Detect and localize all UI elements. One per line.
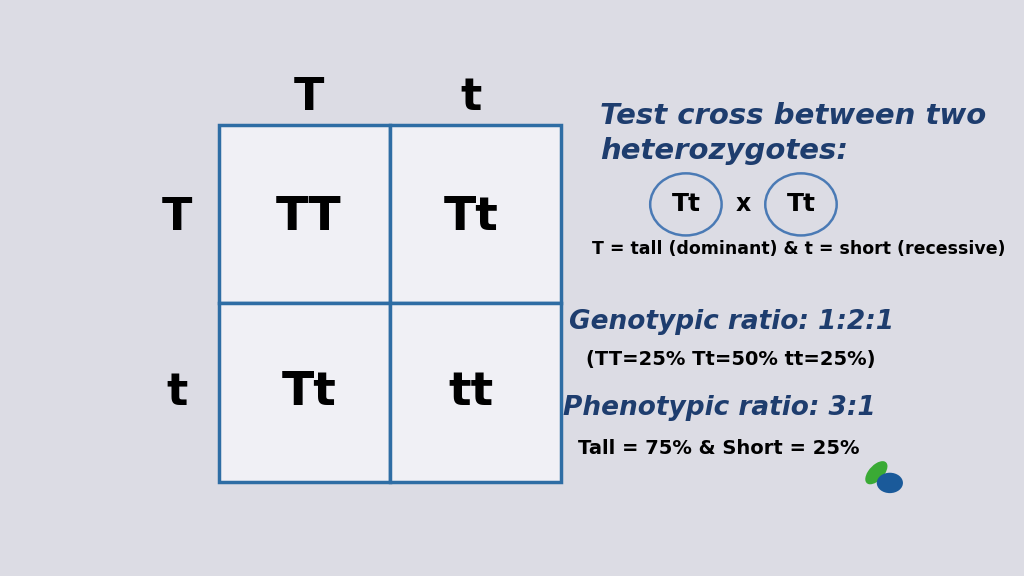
Text: t: t (167, 372, 187, 414)
Text: Phenotypic ratio: 3:1: Phenotypic ratio: 3:1 (563, 395, 876, 422)
Text: Tt: Tt (282, 370, 336, 415)
Text: x: x (735, 192, 751, 217)
Ellipse shape (650, 173, 722, 236)
Text: TT: TT (276, 195, 342, 240)
Bar (219, 124, 390, 303)
Text: Tall = 75% & Short = 25%: Tall = 75% & Short = 25% (579, 439, 860, 458)
Bar (390, 124, 560, 303)
Text: Tt: Tt (672, 192, 700, 217)
Text: Genotypic ratio: 1:2:1: Genotypic ratio: 1:2:1 (568, 309, 894, 335)
Text: (TT=25% Tt=50% tt=25%): (TT=25% Tt=50% tt=25%) (587, 350, 876, 369)
Text: heterozygotes:: heterozygotes: (600, 137, 848, 165)
Text: t: t (460, 77, 481, 119)
Text: Tt: Tt (443, 195, 499, 240)
Text: T = tall (dominant) & t = short (recessive): T = tall (dominant) & t = short (recessi… (592, 240, 1006, 257)
Text: tt: tt (449, 370, 494, 415)
Bar (219, 303, 390, 482)
Ellipse shape (765, 173, 837, 236)
Text: Test cross between two: Test cross between two (600, 102, 986, 130)
Ellipse shape (865, 461, 888, 484)
Ellipse shape (877, 473, 903, 493)
Text: T: T (162, 196, 193, 239)
Bar (390, 303, 560, 482)
Text: T: T (294, 77, 325, 119)
Text: Tt: Tt (786, 192, 815, 217)
